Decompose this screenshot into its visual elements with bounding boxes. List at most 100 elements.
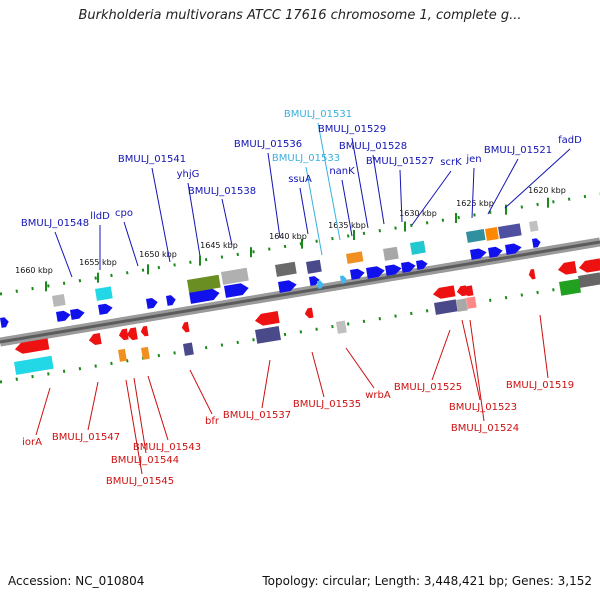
forward-gene	[224, 283, 249, 298]
gene-label-bmulj-01529: BMULJ_01529	[318, 124, 386, 135]
forward-gene	[532, 238, 541, 248]
reverse-gene-shape	[14, 338, 50, 354]
reverse-gene	[462, 285, 474, 297]
label-leader	[372, 154, 385, 225]
reverse-gene	[118, 328, 129, 341]
reverse-gene	[432, 285, 456, 299]
forward-gene-shape	[166, 295, 176, 306]
forward-gene-shape	[532, 238, 541, 248]
feature-box-shape	[559, 278, 582, 296]
reverse-gene-shape	[304, 307, 314, 319]
feature-box-shape	[275, 261, 297, 277]
scale-label: 1625 kbp	[456, 199, 494, 208]
label-leader	[187, 182, 201, 257]
label-leader	[341, 179, 353, 237]
feature-box-shape	[306, 259, 322, 274]
forward-gene-shape	[470, 248, 487, 260]
forward-gene-shape	[350, 268, 365, 280]
feature-box	[275, 261, 297, 277]
feature-box-shape	[141, 346, 150, 360]
feature-box-shape	[183, 342, 194, 356]
gene-label-bmulj-01544: BMULJ_01544	[111, 455, 179, 466]
feature-box-shape	[52, 294, 66, 307]
feature-box	[306, 259, 322, 274]
forward-gene-shape	[317, 280, 324, 289]
scale-line-bottom	[0, 280, 600, 384]
scale-label: 1635 kbp	[328, 221, 366, 230]
feature-box-shape	[336, 320, 347, 334]
forward-gene	[70, 308, 85, 320]
forward-gene-shape	[505, 243, 522, 255]
reverse-gene	[528, 269, 536, 280]
reverse-gene	[557, 261, 577, 275]
scale-label: 1645 kbp	[200, 241, 238, 250]
feature-box-shape	[14, 355, 54, 375]
feature-box	[141, 346, 150, 360]
feature-box	[559, 278, 582, 296]
feature-box-shape	[346, 251, 364, 264]
feature-box	[95, 286, 113, 301]
forward-gene-shape	[416, 260, 428, 270]
label-leader	[54, 231, 73, 278]
map-title: Burkholderia multivorans ATCC 17616 chro…	[78, 8, 522, 23]
gene-label-bmulj-01525: BMULJ_01525	[394, 382, 462, 393]
feature-box	[466, 296, 477, 309]
gene-label-bmulj-01521: BMULJ_01521	[484, 145, 552, 156]
reverse-gene-shape	[118, 328, 129, 341]
feature-box-shape	[118, 348, 127, 362]
forward-gene	[309, 276, 320, 286]
forward-gene-shape	[189, 288, 220, 304]
gene-label-bmulj-01523: BMULJ_01523	[449, 402, 517, 413]
gene-label-bmulj-01535: BMULJ_01535	[293, 399, 361, 410]
feature-box	[498, 223, 522, 239]
feature-box	[255, 326, 281, 344]
gene-label-bmulj-01527: BMULJ_01527	[366, 156, 434, 167]
reverse-gene	[140, 325, 149, 337]
feature-box	[14, 355, 54, 375]
reverse-gene	[14, 338, 50, 354]
label-leader	[305, 166, 323, 256]
feature-box	[466, 229, 486, 243]
backbone-inner	[0, 240, 600, 344]
label-leader	[461, 319, 481, 401]
forward-gene	[401, 261, 416, 273]
scale-label: 1660 kbp	[15, 266, 53, 275]
reverse-gene-shape	[181, 321, 190, 333]
forward-gene-shape	[56, 310, 71, 322]
label-leader	[221, 198, 233, 246]
feature-box	[336, 320, 347, 334]
scale-label: 1630 kbp	[399, 209, 437, 218]
reverse-gene-shape	[254, 311, 280, 326]
forward-gene	[98, 303, 113, 315]
gene-label-yhjg: yhjG	[177, 169, 200, 180]
gene-label-nank: nanK	[329, 166, 355, 177]
gene-label-jen: jen	[465, 154, 481, 165]
feature-box	[221, 267, 249, 285]
topology-text: Topology: circular; Length: 3,448,421 bp…	[262, 574, 592, 588]
label-leader	[87, 381, 99, 431]
gene-label-ssua: ssuA	[288, 174, 312, 185]
forward-gene	[278, 280, 297, 293]
reverse-gene	[88, 333, 102, 345]
feature-box-shape	[485, 227, 499, 241]
feature-box-shape	[255, 326, 281, 344]
gene-label-bmulj-01537: BMULJ_01537	[223, 410, 291, 421]
forward-gene	[366, 266, 385, 279]
label-leader	[469, 319, 485, 422]
feature-box-shape	[456, 298, 468, 312]
reverse-gene-shape	[88, 333, 102, 345]
forward-gene	[385, 264, 402, 276]
gene-label-fadd: fadD	[558, 135, 582, 146]
label-leader	[35, 387, 51, 436]
forward-gene	[146, 298, 158, 309]
feature-box	[578, 272, 600, 288]
feature-box	[434, 299, 458, 315]
feature-box-shape	[529, 220, 539, 232]
label-leader	[267, 152, 281, 239]
label-leader	[317, 122, 341, 241]
feature-box-shape	[434, 299, 458, 315]
forward-gene-shape	[309, 276, 320, 286]
reverse-gene-shape	[557, 261, 577, 275]
feature-box	[52, 294, 66, 307]
gene-label-bmulj-01547: BMULJ_01547	[52, 432, 120, 443]
